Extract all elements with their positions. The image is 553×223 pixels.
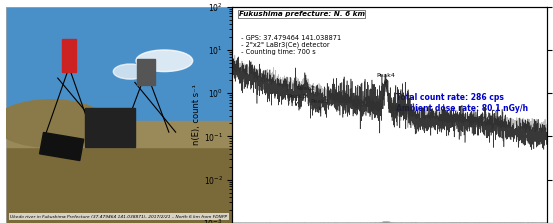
Text: Peak2: Peak2: [296, 87, 315, 97]
Text: Total count rate: 286 cps
Ambient dose rate: 80.1 nGy/h: Total count rate: 286 cps Ambient dose r…: [397, 93, 528, 113]
Text: Fukushima prefecture: N. 6 km: Fukushima prefecture: N. 6 km: [239, 11, 364, 17]
Ellipse shape: [136, 50, 192, 72]
Text: Peak4: Peak4: [376, 73, 395, 84]
Text: - GPS: 37.479464 141.038871
 - 2"x2" LaBr3(Ce) detector
 - Counting time: 700 s: - GPS: 37.479464 141.038871 - 2"x2" LaBr…: [239, 35, 341, 55]
Bar: [137, 59, 155, 85]
Bar: [6, 7, 232, 132]
Text: Ukedo river in Fukushima Prefecture (37.479464 141.038871), 2017/2/21 – North 6 : Ukedo river in Fukushima Prefecture (37.…: [11, 215, 227, 219]
Bar: [6, 132, 232, 223]
Ellipse shape: [0, 100, 108, 147]
Bar: [62, 39, 76, 72]
Text: Peak3: Peak3: [311, 99, 330, 110]
Bar: [40, 132, 84, 161]
Bar: [85, 108, 135, 147]
Bar: [6, 121, 232, 147]
Ellipse shape: [113, 64, 147, 79]
Y-axis label: n(E), count s⁻¹: n(E), count s⁻¹: [191, 85, 201, 145]
Text: Peak1: Peak1: [287, 94, 306, 105]
